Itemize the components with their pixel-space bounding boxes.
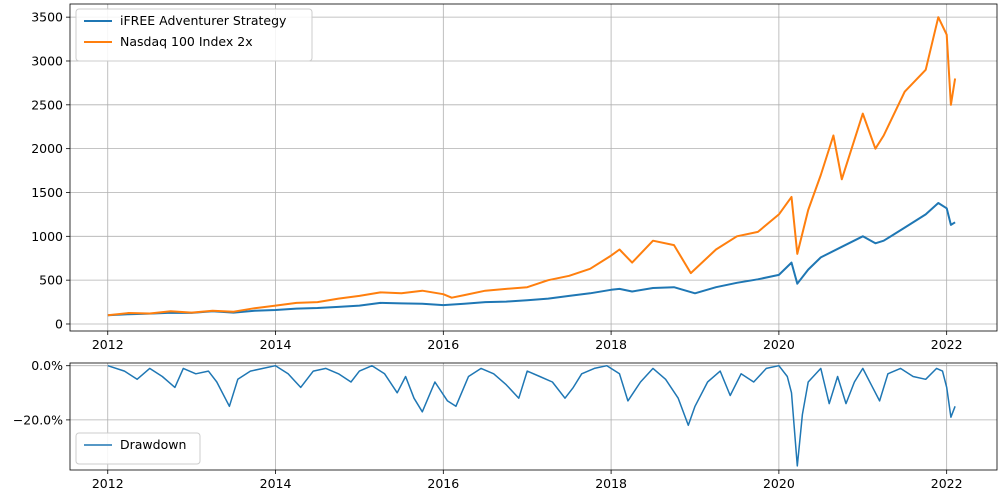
series-line (107, 16, 957, 317)
x-tick-label: 2014 (260, 337, 292, 352)
x-tick-label: 2020 (763, 476, 795, 491)
x-tick-label: 2012 (92, 476, 124, 491)
legend: iFREE Adventurer Strategy Nasdaq 100 Inde… (75, 8, 313, 62)
y-tick-label: 2500 (31, 97, 63, 112)
legend-box (75, 432, 201, 465)
x-tick-label: 2022 (931, 337, 963, 352)
y-tick-label: −20.0% (13, 412, 63, 427)
panel-1: 2012 2014 2016 2018 2020 2022 0 500 1000 1500 2000… (31, 3, 998, 352)
y-tick-label: 2000 (31, 141, 63, 156)
y-tick-label: 3500 (31, 10, 63, 25)
x-tick-label: 2016 (427, 476, 459, 491)
x-tick-label: 2018 (595, 476, 627, 491)
axes-frame (69, 3, 998, 332)
x-tick-label: 2016 (427, 337, 459, 352)
y-tick-label: 3000 (31, 53, 63, 68)
axes-frame (69, 362, 998, 471)
legend-label: Nasdaq 100 Index 2x (120, 34, 253, 49)
x-tick-label: 2012 (92, 337, 124, 352)
legend-box (75, 8, 313, 62)
y-tick-label: 500 (39, 273, 63, 288)
y-tick-label: 1000 (31, 229, 63, 244)
series-line (107, 364, 956, 467)
y-tick-label: 0 (55, 316, 63, 331)
panel-2: 2012 2014 2016 2018 2020 2022 0.0% −20.0% Drawdo… (13, 358, 998, 491)
y-tick-label: 0.0% (31, 358, 63, 373)
legend-label: Drawdown (120, 437, 186, 452)
x-tick-label: 2020 (763, 337, 795, 352)
legend: Drawdown (75, 432, 201, 465)
x-tick-label: 2014 (260, 476, 292, 491)
series-line (107, 202, 956, 317)
x-tick-label: 2018 (595, 337, 627, 352)
x-tick-label: 2022 (931, 476, 963, 491)
y-tick-label: 1500 (31, 185, 63, 200)
legend-label: iFREE Adventurer Strategy (120, 13, 287, 28)
